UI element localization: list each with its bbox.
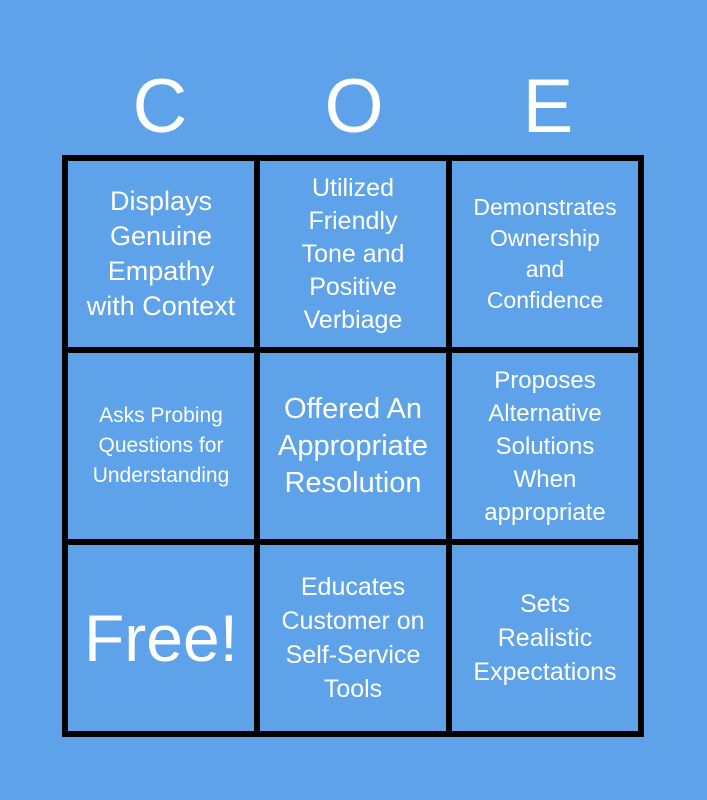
bingo-cell[interactable]: Proposes Alternative Solutions When appr… [452, 353, 638, 539]
bingo-cell[interactable]: Displays Genuine Empathy with Context [68, 161, 254, 347]
bingo-cell[interactable]: Asks Probing Questions for Understanding [68, 353, 254, 539]
free-space-cell[interactable]: Free! [68, 545, 254, 731]
header-letter-c: C [132, 64, 188, 149]
header-letter-e: E [522, 64, 574, 149]
bingo-cell[interactable]: Educates Customer on Self-Service Tools [260, 545, 446, 731]
bingo-cell[interactable]: Offered An Appropriate Resolution [260, 353, 446, 539]
bingo-grid: Displays Genuine Empathy with Context Ut… [62, 155, 644, 737]
bingo-cell[interactable]: Sets Realistic Expectations [452, 545, 638, 731]
bingo-cell[interactable]: Demonstrates Ownership and Confidence [452, 161, 638, 347]
header-letter-o: O [324, 64, 384, 149]
bingo-cell[interactable]: Utilized Friendly Tone and Positive Verb… [260, 161, 446, 347]
